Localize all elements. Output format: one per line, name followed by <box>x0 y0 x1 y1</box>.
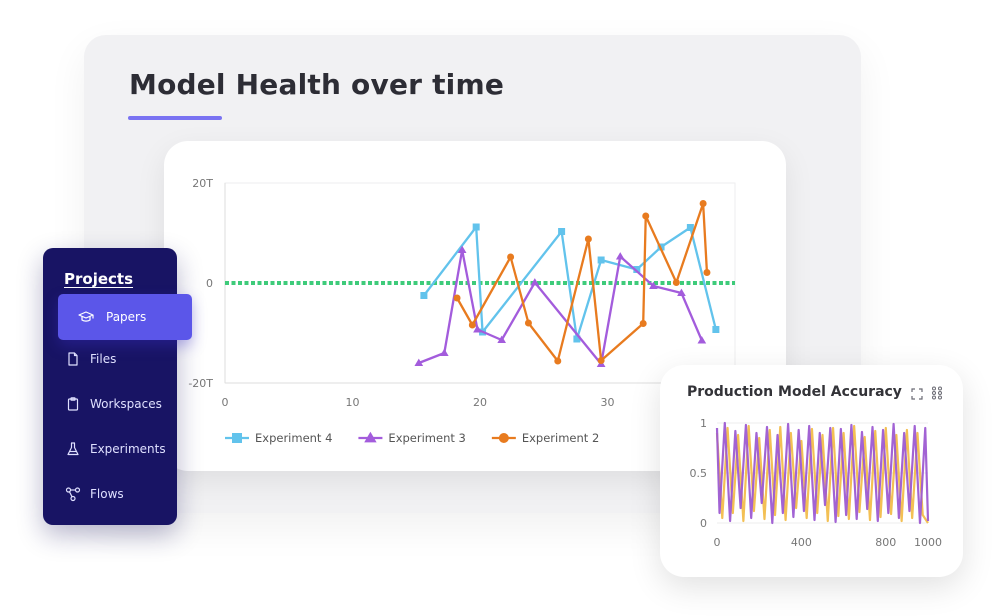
accuracy-series-2 <box>715 421 930 525</box>
data-point-triangle <box>497 335 507 344</box>
data-point-triangle <box>473 325 482 333</box>
flow-icon <box>65 486 81 502</box>
data-point-circle <box>498 433 509 443</box>
legend-item: Experiment 2 <box>491 431 599 445</box>
data-point-square <box>633 266 641 273</box>
data-point-square <box>597 256 605 264</box>
series-line <box>422 225 717 341</box>
legend-label: Experiment 3 <box>388 431 465 445</box>
data-point-square <box>686 224 694 231</box>
y-tick-label: 20T <box>192 177 213 190</box>
data-point-circle <box>699 200 707 207</box>
x-tick-label: 30 <box>601 396 615 409</box>
x-tick-label: 800 <box>875 536 896 549</box>
sidebar-item-label: Files <box>90 352 117 366</box>
sidebar-item-files[interactable]: Files <box>43 339 177 379</box>
title-underline <box>128 116 222 120</box>
y-tick-label: 0 <box>700 517 707 530</box>
data-point-circle <box>672 279 680 286</box>
expand-icon[interactable] <box>911 385 923 404</box>
x-tick-label: 10 <box>346 396 360 409</box>
data-point-circle <box>524 319 532 327</box>
legend-item: Experiment 4 <box>225 431 332 445</box>
data-point-triangle <box>457 245 467 254</box>
accuracy-card-title: Production Model Accuracy <box>687 384 902 400</box>
sidebar-item-experiments[interactable]: Experiments <box>43 429 177 469</box>
data-point-circle <box>584 235 592 243</box>
legend-label: Experiment 4 <box>255 431 332 445</box>
legend-item: Experiment 3 <box>358 431 466 445</box>
sidebar-item-label: Papers <box>106 310 147 324</box>
sidebar-item-flows[interactable]: Flows <box>43 474 177 514</box>
y-tick-label: 0.5 <box>690 467 708 480</box>
series-experiment-2 <box>453 200 711 365</box>
sidebar-item-papers[interactable]: Papers <box>58 294 192 340</box>
data-point-square <box>420 292 428 299</box>
data-point-square <box>558 228 566 235</box>
data-point-square <box>712 326 720 333</box>
data-point-triangle <box>439 348 449 357</box>
accuracy-chart: 1 0.5 00 400 800 1000 <box>690 417 943 549</box>
accuracy-card-actions <box>911 385 943 404</box>
flask-icon <box>65 441 81 457</box>
production-accuracy-card: Production Model Accuracy 1 0.5 0 0 400 800 10… <box>660 365 963 577</box>
data-point-circle <box>507 253 515 261</box>
y-tick-label: -20T <box>188 377 213 390</box>
data-point-triangle <box>364 431 377 443</box>
data-point-circle <box>453 294 461 302</box>
y-tick-label: 0 <box>206 277 213 290</box>
legend-label: Experiment 2 <box>522 431 599 445</box>
model-health-chart: 20T 0 -20T 0 10 20 30 Experiment 4 Experiment 3 E… <box>188 177 736 445</box>
x-tick-label: 20 <box>473 396 487 409</box>
sidebar-title[interactable]: Projects <box>64 270 134 288</box>
grid-menu-icon[interactable] <box>931 385 943 404</box>
data-point-triangle <box>615 252 625 260</box>
projects-sidebar: Projects Papers Files Workspaces <box>43 248 192 525</box>
page-title: Model Health over time <box>129 68 505 101</box>
sidebar-item-workspaces[interactable]: Workspaces <box>43 384 177 424</box>
data-point-square <box>232 433 242 443</box>
series-experiment-3 <box>414 245 707 368</box>
data-point-square <box>573 335 581 343</box>
data-point-square <box>472 223 480 231</box>
data-point-triangle <box>677 288 686 297</box>
data-point-circle <box>597 357 605 364</box>
data-point-circle <box>554 357 562 365</box>
x-tick-label: 400 <box>791 536 812 549</box>
data-point-circle <box>639 320 647 327</box>
series-line <box>456 202 709 363</box>
file-icon <box>65 351 81 367</box>
data-point-triangle <box>697 336 707 344</box>
data-point-circle <box>703 269 711 276</box>
accuracy-series-1 <box>715 424 929 524</box>
y-tick-label: 1 <box>700 417 707 430</box>
clipboard-icon <box>65 396 81 412</box>
x-tick-label: 0 <box>714 536 721 549</box>
data-point-circle <box>468 321 476 329</box>
data-point-circle <box>642 212 650 220</box>
sidebar-item-label: Experiments <box>90 442 166 456</box>
x-tick-label: 1000 <box>914 536 942 549</box>
data-point-triangle <box>649 281 658 290</box>
x-tick-label: 0 <box>222 396 229 409</box>
sidebar-item-label: Flows <box>90 487 124 501</box>
data-point-triangle <box>414 358 424 367</box>
data-point-triangle <box>530 278 540 286</box>
graduation-cap-icon <box>78 309 94 325</box>
sidebar-item-label: Workspaces <box>90 397 162 411</box>
